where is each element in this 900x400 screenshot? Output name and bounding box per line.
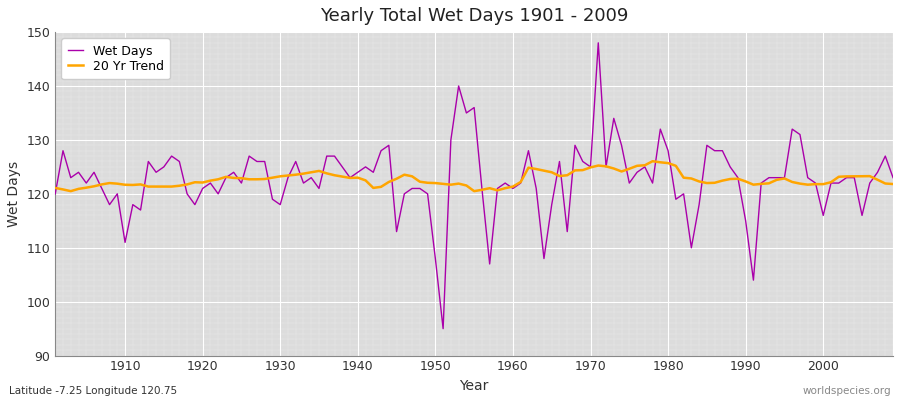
20 Yr Trend	[291, 172, 302, 177]
Wet Days	[508, 186, 518, 191]
Wet Days	[593, 40, 604, 45]
20 Yr Trend	[647, 159, 658, 164]
20 Yr Trend	[50, 186, 60, 190]
Wet Days	[329, 154, 340, 158]
Line: Wet Days: Wet Days	[55, 43, 893, 329]
20 Yr Trend	[608, 166, 619, 171]
Legend: Wet Days, 20 Yr Trend: Wet Days, 20 Yr Trend	[61, 38, 170, 79]
Text: worldspecies.org: worldspecies.org	[803, 386, 891, 396]
Y-axis label: Wet Days: Wet Days	[7, 161, 21, 227]
Title: Yearly Total Wet Days 1901 - 2009: Yearly Total Wet Days 1901 - 2009	[320, 7, 628, 25]
Line: 20 Yr Trend: 20 Yr Trend	[55, 161, 893, 191]
20 Yr Trend	[120, 182, 130, 187]
Wet Days	[516, 181, 526, 186]
Wet Days	[283, 175, 293, 180]
Wet Days	[616, 143, 627, 148]
20 Yr Trend	[516, 180, 526, 184]
Wet Days	[112, 192, 122, 196]
Text: Latitude -7.25 Longitude 120.75: Latitude -7.25 Longitude 120.75	[9, 386, 177, 396]
20 Yr Trend	[887, 182, 898, 186]
Wet Days	[50, 192, 60, 196]
20 Yr Trend	[337, 174, 347, 179]
Wet Days	[887, 175, 898, 180]
20 Yr Trend	[508, 184, 518, 189]
20 Yr Trend	[66, 189, 77, 194]
X-axis label: Year: Year	[460, 379, 489, 393]
Wet Days	[437, 326, 448, 331]
